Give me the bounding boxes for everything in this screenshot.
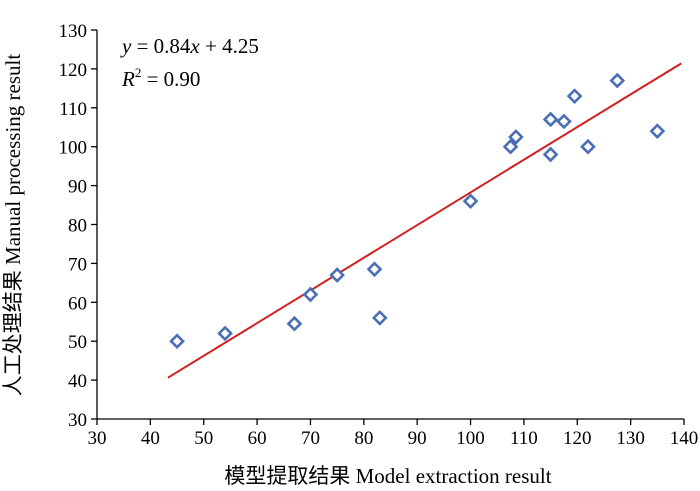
- data-points: [169, 72, 666, 350]
- regression-annotation: y = 0.84x + 4.25 R2 = 0.90: [120, 34, 259, 91]
- data-point: [329, 267, 345, 283]
- y-tick-label: 70: [68, 254, 87, 275]
- data-point: [609, 72, 626, 89]
- data-point: [217, 325, 233, 342]
- y-tick-label: 60: [68, 293, 87, 314]
- r-squared-value: = 0.90: [141, 67, 200, 91]
- trendline: [167, 62, 682, 379]
- data-point: [462, 193, 479, 209]
- r-squared-superscript: 2: [135, 65, 142, 80]
- r-squared-text: R2 = 0.90: [121, 65, 200, 91]
- y-tick-label: 120: [59, 60, 88, 81]
- y-tick-label: 50: [68, 332, 87, 353]
- tick-labels: 30 40 50 60 70 80 90 100 110 120 130 140 30 40 50 60 70 8…: [59, 21, 699, 449]
- x-axis-title: 模型提取结果 Model extraction result: [224, 464, 551, 488]
- y-tick-label: 80: [68, 216, 87, 237]
- trendline-group: [167, 62, 682, 379]
- x-tick-label: 100: [456, 428, 485, 449]
- x-tick-label: 120: [563, 428, 592, 449]
- x-tick-label: 50: [194, 428, 213, 449]
- x-tick-label: 110: [510, 428, 538, 449]
- equation-x-symbol: x: [189, 34, 200, 58]
- equation-y-symbol: y: [120, 34, 132, 58]
- equation-intercept: + 4.25: [200, 34, 259, 58]
- data-point: [556, 113, 572, 130]
- x-tick-label: 40: [141, 428, 160, 449]
- axis-ticks: [91, 29, 685, 425]
- x-tick-label: 80: [354, 428, 373, 449]
- x-tick-label: 130: [616, 428, 645, 449]
- data-point: [502, 138, 519, 155]
- y-tick-label: 30: [68, 410, 87, 431]
- data-point: [580, 138, 596, 155]
- x-tick-label: 30: [88, 428, 107, 449]
- r-squared-symbol: R: [121, 67, 135, 91]
- data-point: [302, 286, 319, 303]
- data-point: [366, 261, 383, 278]
- equation-text: y = 0.84x + 4.25: [120, 34, 259, 58]
- data-point: [286, 315, 303, 332]
- data-point: [542, 146, 559, 163]
- data-point: [649, 123, 666, 139]
- y-tick-label: 90: [68, 177, 87, 198]
- data-point: [371, 310, 388, 326]
- data-point: [542, 111, 559, 128]
- data-point: [169, 333, 185, 350]
- data-point: [508, 129, 524, 145]
- x-tick-label: 70: [301, 428, 320, 449]
- y-tick-label: 110: [59, 99, 87, 120]
- y-tick-label: 40: [68, 371, 87, 392]
- x-tick-label: 140: [670, 428, 699, 449]
- x-tick-label: 60: [248, 428, 267, 449]
- data-point: [566, 88, 583, 104]
- x-tick-label: 90: [408, 428, 427, 449]
- equation-slope: = 0.84: [131, 34, 191, 58]
- y-tick-label: 130: [59, 21, 88, 42]
- y-axis-title: 人工处理结果 Manual processing result: [1, 54, 25, 397]
- y-tick-label: 100: [59, 138, 88, 159]
